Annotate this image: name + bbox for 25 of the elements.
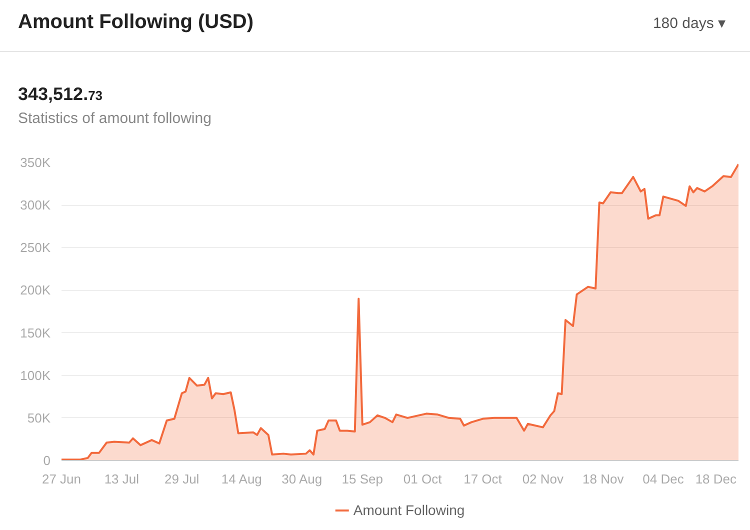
x-tick-label: 29 Jul [164,472,200,486]
x-tick-label: 01 Oct [403,472,442,486]
x-tick-label: 15 Sep [342,472,383,486]
text: 343,512.73 [18,83,103,106]
legend-label: Amount Following [353,502,465,518]
x-tick-label: 13 Jul [104,472,140,486]
y-tick-label: 150K [20,325,51,340]
y-tick-label: 200K [20,282,51,298]
x-tick-label: 04 Dec [642,472,684,486]
y-tick-label: 50K [27,410,51,426]
chart-title: Amount Following (USD) [18,10,254,35]
x-tick-label: 30 Aug [282,472,322,486]
x-tick-label: 18 Dec [695,472,738,486]
x-tick-label: 27 Jun [42,472,82,486]
text: 180 days ▾ [652,14,726,34]
y-tick-label: 300K [20,198,51,213]
y-tick-label: 350K [20,155,51,170]
x-tick-label: 02 Nov [522,472,564,486]
y-tick-label: 100K [20,368,51,383]
x-tick-label: 14 Aug [221,472,262,486]
x-tick-label: 18 Nov [582,472,624,486]
y-tick-label: 250K [20,240,51,256]
x-tick-label: 17 Oct [464,472,502,486]
y-tick-label: 0 [43,453,51,468]
chart-subtitle: Statistics of amount following [18,109,212,129]
